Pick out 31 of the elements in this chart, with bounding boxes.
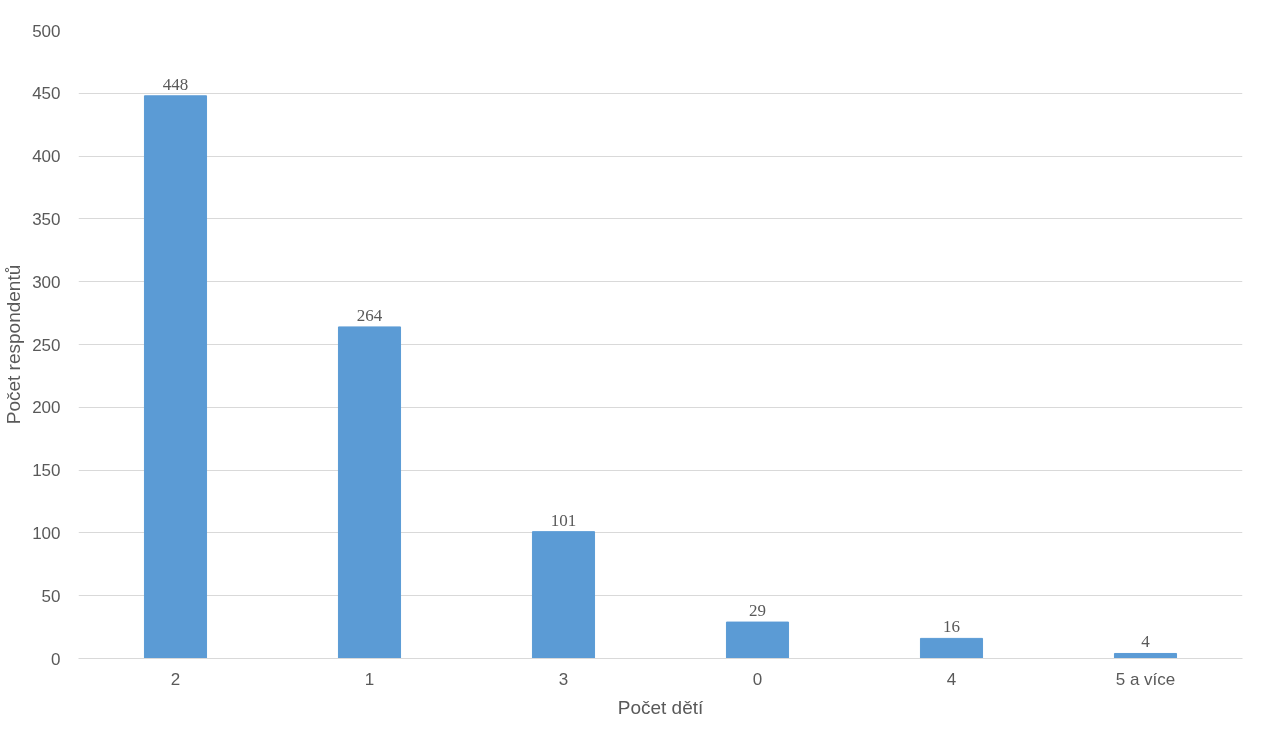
x-tick-label: 1 — [364, 669, 375, 689]
data-label: 448 — [162, 74, 189, 94]
x-axis-title: Počet dětí — [617, 696, 704, 718]
data-label: 101 — [550, 510, 577, 530]
data-label: 4 — [1141, 632, 1151, 652]
y-tick-label: 500 — [32, 21, 61, 41]
y-tick-label: 100 — [32, 523, 61, 543]
bar — [337, 326, 402, 659]
data-label: 16 — [943, 617, 960, 637]
y-tick-label: 250 — [32, 335, 61, 355]
bar — [1113, 652, 1178, 659]
bar — [725, 621, 790, 659]
y-tick-label: 300 — [32, 272, 61, 292]
y-tick-label: 350 — [32, 209, 61, 229]
y-tick-label: 50 — [41, 586, 61, 606]
data-label: 29 — [749, 601, 766, 621]
y-tick-label: 200 — [32, 398, 61, 418]
bar — [143, 95, 208, 659]
x-tick-label: 4 — [946, 669, 957, 689]
x-tick-label: 2 — [170, 669, 181, 689]
y-tick-label: 0 — [51, 649, 61, 669]
y-tick-label: 150 — [32, 461, 61, 481]
x-tick-label: 3 — [558, 669, 569, 689]
data-label: 264 — [356, 305, 383, 325]
bar — [531, 531, 596, 659]
x-tick-label: 5 a více — [1115, 669, 1176, 689]
bar — [919, 637, 984, 659]
x-tick-label: 0 — [752, 669, 763, 689]
y-tick-label: 450 — [32, 84, 61, 104]
y-axis-title: Počet respondentů — [3, 264, 25, 425]
y-tick-label: 400 — [32, 147, 61, 167]
